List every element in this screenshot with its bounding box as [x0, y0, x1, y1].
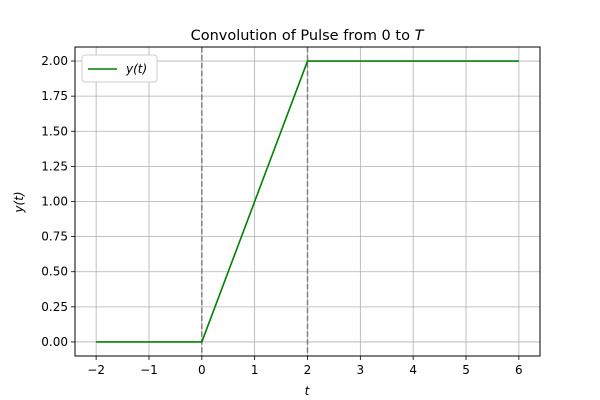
reference-lines: [201, 47, 309, 356]
x-tick-label: 6: [515, 363, 523, 377]
x-tick-label: 1: [251, 363, 259, 377]
y-tick-label: 2.00: [41, 54, 68, 68]
chart-title: Convolution of Pulse from 0 to T: [191, 28, 425, 44]
series-layer: [96, 60, 519, 343]
y-tick-label: 1.75: [41, 89, 68, 103]
x-tick-label: −1: [140, 363, 158, 377]
y-axis-title: y(t): [12, 191, 26, 213]
y-tick-label: 0.25: [41, 300, 68, 314]
y-tick-label: 1.00: [41, 195, 68, 209]
y-tick-label: 1.25: [41, 159, 68, 173]
y-tick-label: 1.50: [41, 124, 68, 138]
x-axis-ticks: −2 −1 0 1 2 3 4 5 6: [87, 356, 523, 377]
x-tick-label: 3: [357, 363, 365, 377]
legend: y(t): [81, 54, 158, 83]
legend-label: y(t): [125, 62, 147, 76]
x-tick-label: −2: [87, 363, 105, 377]
y-axis-ticks: 0.00 0.25 0.50 0.75 1.00 1.25 1.50 1.75 2.00: [41, 54, 75, 349]
legend-box: [81, 54, 158, 83]
chart-title-variable: T: [415, 28, 425, 44]
y-tick-label: 0.00: [41, 335, 68, 349]
x-axis-title: t: [305, 384, 311, 398]
x-tick-label: 4: [409, 363, 417, 377]
y-tick-label: 0.50: [41, 265, 68, 279]
x-tick-label: 5: [462, 363, 470, 377]
chart-title-text: Convolution of Pulse from 0 to: [191, 28, 415, 44]
y-tick-label: 0.75: [41, 230, 68, 244]
x-tick-label: 0: [198, 363, 206, 377]
series-line: [96, 60, 519, 343]
x-tick-label: 2: [304, 363, 312, 377]
